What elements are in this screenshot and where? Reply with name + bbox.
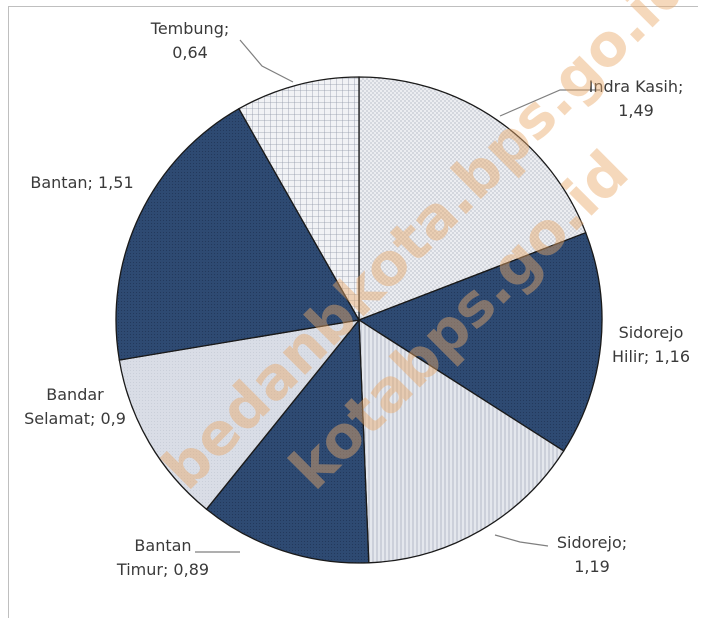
pie-slice [115, 107, 361, 361]
slice-data-label: Sidorejo; 1,19 [557, 533, 627, 576]
slice-data-label: Bandar Selamat; 0,9 [24, 385, 126, 428]
pie-slice [238, 76, 360, 323]
leader-line [239, 39, 294, 83]
slice-data-label: Tembung; 0,64 [150, 19, 229, 62]
pie-slice [358, 76, 587, 321]
leader-line [494, 534, 549, 547]
pie-slice [358, 318, 565, 564]
pie-slice [357, 231, 603, 452]
leader-line [499, 89, 600, 117]
slice-data-label: Bantan; 1,51 [30, 173, 133, 192]
slice-data-label: Bantan Timur; 0,89 [116, 536, 209, 579]
chart-frame [8, 6, 698, 618]
slice-data-label: Sidorejo Hilir; 1,16 [612, 323, 690, 366]
slice-data-label: Indra Kasih; 1,49 [589, 77, 684, 120]
pie-slice [205, 318, 370, 564]
pie-slice [118, 319, 361, 511]
